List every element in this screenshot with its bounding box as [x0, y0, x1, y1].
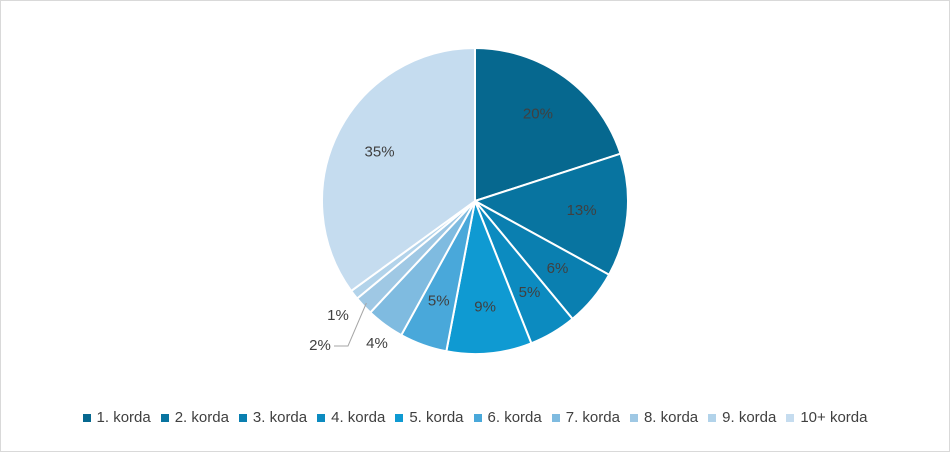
legend-label-6-korda: 6. korda [487, 409, 542, 426]
legend-item-1-korda: 1. korda [82, 409, 151, 426]
pie-chart: 20% 13% 6% 5% 9% 5% 4% 2% 1% 35% [309, 46, 629, 355]
legend-swatch-4-korda [317, 413, 326, 422]
legend-label-2-korda: 2. korda [174, 409, 229, 426]
data-label-8-korda: 2% [309, 337, 331, 354]
legend-label-8-korda: 8. korda [643, 409, 699, 426]
pie-slice-1-korda [474, 46, 622, 203]
legend-label-1-korda: 1. korda [96, 409, 151, 426]
pie-slice-5-korda [445, 197, 533, 355]
legend-swatch-7-korda [551, 413, 560, 422]
leader-line-8-korda [334, 302, 367, 347]
data-label-6-korda: 5% [428, 293, 450, 310]
legend-item-7-korda: 7. korda [551, 409, 620, 426]
data-label-2-korda: 13% [567, 202, 597, 219]
legend-item-8-korda: 8. korda [629, 409, 699, 426]
legend-swatch-8-korda [629, 413, 638, 422]
legend-label-7-korda: 7. korda [565, 409, 620, 426]
legend: 1. korda 2. korda 3. korda 4. korda 5. korda… [0, 409, 950, 426]
legend-item-3-korda: 3. korda [238, 409, 308, 426]
legend-label-4-korda: 4. korda [331, 409, 386, 426]
data-label-9-korda: 1% [327, 307, 349, 324]
legend-item-9-korda: 9. korda [708, 409, 776, 426]
legend-item-4-korda: 4. korda [317, 409, 385, 426]
legend-label-3-korda: 3. korda [252, 409, 308, 426]
legend-item-5-korda: 5. korda [395, 409, 464, 426]
pie-slice-2-korda [472, 152, 629, 277]
data-label-7-korda: 4% [366, 335, 388, 352]
data-label-4-korda: 5% [519, 284, 541, 301]
data-label-10-korda: 35% [365, 143, 395, 160]
legend-item-2-korda: 2. korda [160, 409, 229, 426]
legend-swatch-9-korda [708, 413, 717, 422]
legend-label-5-korda: 5. korda [409, 409, 464, 426]
pie-slice-10-korda [321, 46, 476, 293]
legend-swatch-3-korda [238, 413, 247, 422]
legend-swatch-10-korda [786, 413, 795, 422]
legend-swatch-6-korda [473, 413, 482, 422]
legend-item-6-korda: 6. korda [473, 409, 542, 426]
data-label-1-korda: 20% [523, 105, 553, 122]
legend-swatch-5-korda [395, 413, 404, 422]
data-label-5-korda: 9% [474, 299, 496, 316]
legend-swatch-1-korda [82, 413, 91, 422]
legend-label-10-korda: 10+ korda [800, 409, 868, 426]
legend-swatch-2-korda [160, 413, 169, 422]
legend-label-9-korda: 9. korda [722, 409, 777, 426]
data-label-3-korda: 6% [547, 260, 569, 277]
legend-item-10-korda: 10+ korda [786, 409, 867, 426]
